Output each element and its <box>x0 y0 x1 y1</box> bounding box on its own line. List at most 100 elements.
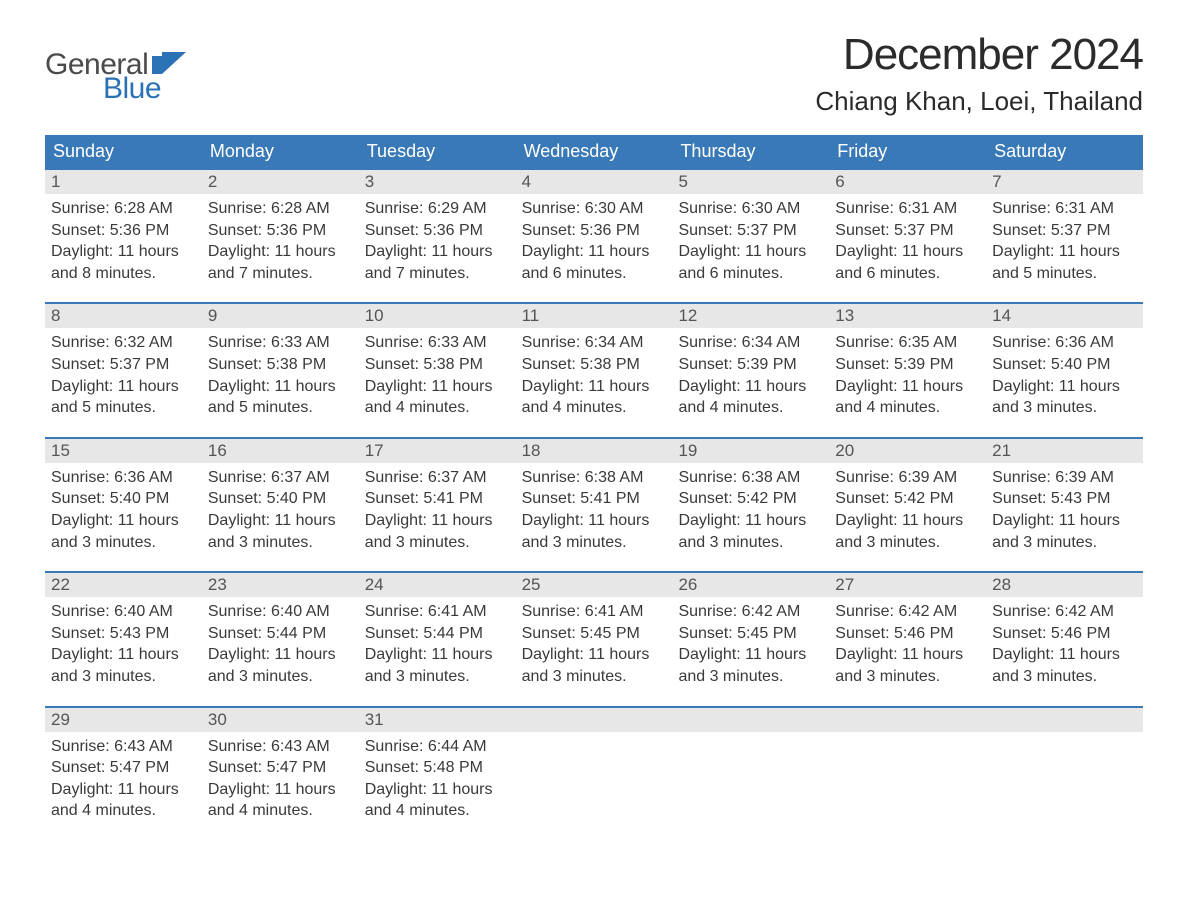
week-row: 8Sunrise: 6:32 AMSunset: 5:37 PMDaylight… <box>45 302 1143 424</box>
sunrise-text: Sunrise: 6:40 AM <box>51 601 196 623</box>
daylight-line1: Daylight: 11 hours <box>835 644 980 666</box>
day-data: Sunrise: 6:41 AMSunset: 5:45 PMDaylight:… <box>516 597 673 693</box>
day-number: 4 <box>516 170 673 194</box>
day-number: 17 <box>359 439 516 463</box>
sunset-text: Sunset: 5:38 PM <box>365 354 510 376</box>
day-number: 5 <box>672 170 829 194</box>
day-number: 14 <box>986 304 1143 328</box>
day-data: Sunrise: 6:34 AMSunset: 5:38 PMDaylight:… <box>516 328 673 424</box>
sunrise-text: Sunrise: 6:28 AM <box>51 198 196 220</box>
sunrise-text: Sunrise: 6:37 AM <box>365 467 510 489</box>
daylight-line2: and 5 minutes. <box>208 397 353 419</box>
daylight-line2: and 3 minutes. <box>835 666 980 688</box>
day-cell: 3Sunrise: 6:29 AMSunset: 5:36 PMDaylight… <box>359 170 516 290</box>
sunset-text: Sunset: 5:46 PM <box>992 623 1137 645</box>
day-data: Sunrise: 6:38 AMSunset: 5:42 PMDaylight:… <box>672 463 829 559</box>
day-number: 20 <box>829 439 986 463</box>
day-number: 7 <box>986 170 1143 194</box>
daylight-line1: Daylight: 11 hours <box>992 644 1137 666</box>
day-data: Sunrise: 6:32 AMSunset: 5:37 PMDaylight:… <box>45 328 202 424</box>
day-number: 31 <box>359 708 516 732</box>
day-cell: 7Sunrise: 6:31 AMSunset: 5:37 PMDaylight… <box>986 170 1143 290</box>
sunrise-text: Sunrise: 6:33 AM <box>365 332 510 354</box>
sunrise-text: Sunrise: 6:42 AM <box>992 601 1137 623</box>
day-number <box>672 708 829 732</box>
brand-flag-icon <box>152 52 186 74</box>
day-cell: 18Sunrise: 6:38 AMSunset: 5:41 PMDayligh… <box>516 439 673 559</box>
day-data: Sunrise: 6:42 AMSunset: 5:46 PMDaylight:… <box>829 597 986 693</box>
day-cell: 21Sunrise: 6:39 AMSunset: 5:43 PMDayligh… <box>986 439 1143 559</box>
day-cell: 30Sunrise: 6:43 AMSunset: 5:47 PMDayligh… <box>202 708 359 828</box>
day-number: 27 <box>829 573 986 597</box>
daylight-line1: Daylight: 11 hours <box>365 376 510 398</box>
brand-word2: Blue <box>103 72 186 106</box>
day-cell: 16Sunrise: 6:37 AMSunset: 5:40 PMDayligh… <box>202 439 359 559</box>
day-cell: 1Sunrise: 6:28 AMSunset: 5:36 PMDaylight… <box>45 170 202 290</box>
day-number: 8 <box>45 304 202 328</box>
day-cell: 12Sunrise: 6:34 AMSunset: 5:39 PMDayligh… <box>672 304 829 424</box>
dayname-mon: Monday <box>202 135 359 168</box>
daylight-line2: and 4 minutes. <box>835 397 980 419</box>
sunset-text: Sunset: 5:40 PM <box>208 488 353 510</box>
daylight-line1: Daylight: 11 hours <box>51 779 196 801</box>
week-row: 15Sunrise: 6:36 AMSunset: 5:40 PMDayligh… <box>45 437 1143 559</box>
week-row: 1Sunrise: 6:28 AMSunset: 5:36 PMDaylight… <box>45 168 1143 290</box>
sunset-text: Sunset: 5:46 PM <box>835 623 980 645</box>
day-number: 3 <box>359 170 516 194</box>
day-data: Sunrise: 6:31 AMSunset: 5:37 PMDaylight:… <box>829 194 986 290</box>
day-cell: 25Sunrise: 6:41 AMSunset: 5:45 PMDayligh… <box>516 573 673 693</box>
day-data: Sunrise: 6:37 AMSunset: 5:40 PMDaylight:… <box>202 463 359 559</box>
day-number: 21 <box>986 439 1143 463</box>
daylight-line2: and 3 minutes. <box>992 532 1137 554</box>
sunrise-text: Sunrise: 6:43 AM <box>51 736 196 758</box>
daylight-line2: and 3 minutes. <box>51 666 196 688</box>
sunset-text: Sunset: 5:42 PM <box>678 488 823 510</box>
day-cell: 6Sunrise: 6:31 AMSunset: 5:37 PMDaylight… <box>829 170 986 290</box>
sunrise-text: Sunrise: 6:38 AM <box>678 467 823 489</box>
sunset-text: Sunset: 5:48 PM <box>365 757 510 779</box>
sunrise-text: Sunrise: 6:36 AM <box>992 332 1137 354</box>
sunrise-text: Sunrise: 6:41 AM <box>365 601 510 623</box>
daylight-line1: Daylight: 11 hours <box>365 644 510 666</box>
sunset-text: Sunset: 5:44 PM <box>208 623 353 645</box>
day-data: Sunrise: 6:38 AMSunset: 5:41 PMDaylight:… <box>516 463 673 559</box>
daylight-line1: Daylight: 11 hours <box>208 376 353 398</box>
sunrise-text: Sunrise: 6:36 AM <box>51 467 196 489</box>
daylight-line1: Daylight: 11 hours <box>992 510 1137 532</box>
day-data: Sunrise: 6:39 AMSunset: 5:43 PMDaylight:… <box>986 463 1143 559</box>
day-cell: 5Sunrise: 6:30 AMSunset: 5:37 PMDaylight… <box>672 170 829 290</box>
day-cell: 2Sunrise: 6:28 AMSunset: 5:36 PMDaylight… <box>202 170 359 290</box>
daylight-line2: and 3 minutes. <box>51 532 196 554</box>
day-data: Sunrise: 6:36 AMSunset: 5:40 PMDaylight:… <box>986 328 1143 424</box>
sunset-text: Sunset: 5:43 PM <box>992 488 1137 510</box>
day-data: Sunrise: 6:35 AMSunset: 5:39 PMDaylight:… <box>829 328 986 424</box>
day-number: 25 <box>516 573 673 597</box>
dayname-fri: Friday <box>829 135 986 168</box>
calendar: Sunday Monday Tuesday Wednesday Thursday… <box>45 135 1143 828</box>
sunrise-text: Sunrise: 6:40 AM <box>208 601 353 623</box>
daylight-line1: Daylight: 11 hours <box>208 241 353 263</box>
sunset-text: Sunset: 5:41 PM <box>365 488 510 510</box>
day-cell: 26Sunrise: 6:42 AMSunset: 5:45 PMDayligh… <box>672 573 829 693</box>
sunrise-text: Sunrise: 6:32 AM <box>51 332 196 354</box>
sunset-text: Sunset: 5:37 PM <box>835 220 980 242</box>
day-data: Sunrise: 6:42 AMSunset: 5:46 PMDaylight:… <box>986 597 1143 693</box>
sunset-text: Sunset: 5:42 PM <box>835 488 980 510</box>
dayname-tue: Tuesday <box>359 135 516 168</box>
sunrise-text: Sunrise: 6:30 AM <box>678 198 823 220</box>
day-number: 11 <box>516 304 673 328</box>
daylight-line1: Daylight: 11 hours <box>678 376 823 398</box>
week-row: 29Sunrise: 6:43 AMSunset: 5:47 PMDayligh… <box>45 706 1143 828</box>
daylight-line1: Daylight: 11 hours <box>51 376 196 398</box>
daylight-line1: Daylight: 11 hours <box>678 644 823 666</box>
day-number: 9 <box>202 304 359 328</box>
day-cell: 31Sunrise: 6:44 AMSunset: 5:48 PMDayligh… <box>359 708 516 828</box>
sunset-text: Sunset: 5:45 PM <box>522 623 667 645</box>
day-cell: 17Sunrise: 6:37 AMSunset: 5:41 PMDayligh… <box>359 439 516 559</box>
daylight-line2: and 3 minutes. <box>992 666 1137 688</box>
day-number: 26 <box>672 573 829 597</box>
day-number: 29 <box>45 708 202 732</box>
daylight-line1: Daylight: 11 hours <box>835 241 980 263</box>
day-cell: 11Sunrise: 6:34 AMSunset: 5:38 PMDayligh… <box>516 304 673 424</box>
daylight-line2: and 4 minutes. <box>208 800 353 822</box>
